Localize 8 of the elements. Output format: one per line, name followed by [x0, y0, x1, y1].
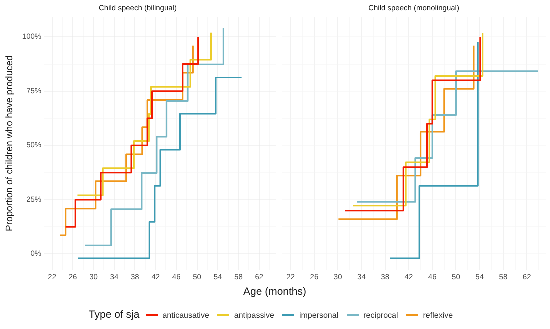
- legend-label: reflexive: [423, 310, 454, 320]
- legend-label: antipassive: [234, 310, 274, 320]
- y-axis-title: Proportion of children who have produced: [4, 56, 16, 232]
- x-axis-title: Age (months): [242, 286, 308, 298]
- legend-label: anticausative: [162, 310, 210, 320]
- legend-title: Type of sja: [88, 309, 140, 321]
- legend-label: impersonal: [299, 310, 339, 320]
- legend-label: reciprocal: [364, 310, 398, 320]
